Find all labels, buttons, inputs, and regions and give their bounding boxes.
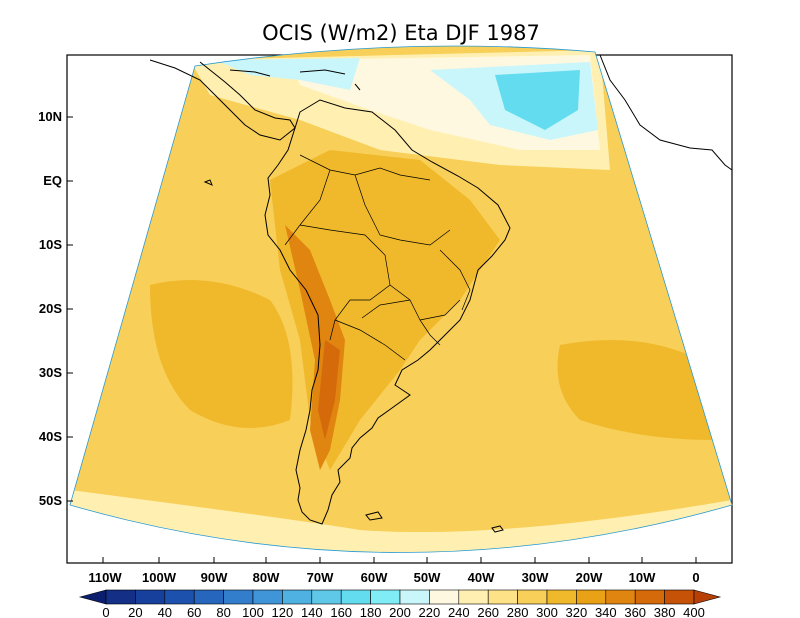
- colorbar-tick-label: 300: [536, 605, 558, 618]
- colorbar-tick-label: 200: [389, 605, 411, 618]
- x-tick-label: 100W: [142, 570, 177, 585]
- y-tick-label: 50S: [39, 493, 62, 508]
- x-tick-label: 10W: [629, 570, 656, 585]
- colorbar-max-triangle: [693, 589, 722, 605]
- colorbar-swatch: [252, 589, 283, 605]
- colorbar-min-triangle: [78, 589, 107, 605]
- colorbar-swatch: [370, 589, 401, 605]
- field-caribbean-low: [215, 58, 360, 90]
- south-america-coast: [264, 99, 511, 525]
- heatmap-field: [70, 45, 732, 553]
- colorbar-swatch: [458, 589, 489, 605]
- model-domain-outline: [69, 45, 733, 553]
- colorbar-tick-label: 60: [187, 605, 201, 618]
- colorbar-swatch: [223, 589, 254, 605]
- country-borders: [284, 154, 471, 361]
- field-atlantic-high: [557, 340, 715, 440]
- south-georgia: [491, 525, 504, 533]
- colorbar-tick-label: 340: [595, 605, 617, 618]
- colorbar-tick-label: 140: [301, 605, 323, 618]
- colorbar-tick-label: 260: [477, 605, 499, 618]
- colorbar-tick-label: 160: [330, 605, 352, 618]
- colorbar-tick-label: 320: [566, 605, 588, 618]
- y-axis: 10N EQ 10S 20S 30S 40S 50S: [38, 109, 73, 508]
- x-tick-label: 30W: [522, 570, 549, 585]
- colorbar-tick-label: 40: [158, 605, 172, 618]
- colorbar-tick-label: 280: [507, 605, 529, 618]
- x-tick-label: 80W: [253, 570, 280, 585]
- y-tick-label: 10N: [38, 109, 62, 124]
- galapagos: [203, 179, 213, 186]
- field-andes-peak: [318, 340, 340, 440]
- x-tick-label: 40W: [468, 570, 495, 585]
- chart-title: OCIS (W/m2) Eta DJF 1987: [262, 21, 540, 45]
- y-tick-label: 40S: [39, 429, 62, 444]
- x-tick-label: 0: [692, 570, 699, 585]
- colorbar-tick-label: 380: [654, 605, 676, 618]
- colorbar-swatch: [517, 589, 548, 605]
- colorbar-tick-label: 220: [419, 605, 441, 618]
- field-pacific-high: [150, 280, 293, 428]
- colorbar-swatch: [282, 589, 313, 605]
- x-tick-label: 90W: [201, 570, 228, 585]
- colorbar-swatch: [605, 589, 636, 605]
- colorbar-swatch: [340, 589, 371, 605]
- border-lines: [284, 154, 471, 361]
- y-tick-label: 20S: [39, 301, 62, 316]
- colorbar-swatch: [576, 589, 607, 605]
- colorbar-swatch: [546, 589, 577, 605]
- x-axis: 110W 100W 90W 80W 70W 60W 50W 40W 30W 20…: [88, 557, 700, 585]
- colorbar-tick-label: 180: [360, 605, 382, 618]
- caribbean-islands: [229, 69, 361, 91]
- falklands: [365, 511, 383, 521]
- colorbar: 0 20 40 60 80 100 120 140 160 180 200 220 240 260 280 3…: [78, 589, 722, 618]
- x-tick-label: 70W: [307, 570, 334, 585]
- colorbar-swatch: [429, 589, 460, 605]
- colorbar-swatch: [664, 589, 695, 605]
- colorbar-swatch: [135, 589, 166, 605]
- y-tick-label: 30S: [39, 365, 62, 380]
- colorbar-tick-label: 100: [242, 605, 264, 618]
- colorbar-swatch: [634, 589, 665, 605]
- colorbar-swatch: [399, 589, 430, 605]
- colorbar-swatch: [105, 589, 136, 605]
- x-tick-label: 50W: [414, 570, 441, 585]
- colorbar-tick-label: 240: [448, 605, 470, 618]
- y-tick-label: EQ: [43, 173, 62, 188]
- x-tick-label: 110W: [88, 570, 122, 585]
- coastlines: [149, 54, 733, 533]
- colorbar-tick-label: 360: [624, 605, 646, 618]
- colorbar-swatch: [164, 589, 195, 605]
- colorbar-tick-label: 20: [128, 605, 142, 618]
- x-tick-label: 20W: [576, 570, 603, 585]
- central-america-coast: [149, 59, 296, 141]
- field-atlantic-min: [495, 70, 580, 130]
- colorbar-tick-label: 120: [272, 605, 294, 618]
- colorbar-tick-label: 0: [102, 605, 109, 618]
- colorbar-swatch: [487, 589, 518, 605]
- africa-coast: [599, 54, 733, 171]
- x-tick-label: 60W: [361, 570, 388, 585]
- colorbar-tick-label: 80: [216, 605, 230, 618]
- field-southern-band: [70, 490, 732, 553]
- colorbar-tick-label: 400: [683, 605, 705, 618]
- y-tick-label: 10S: [39, 237, 62, 252]
- colorbar-swatch: [311, 589, 342, 605]
- colorbar-swatch: [193, 589, 224, 605]
